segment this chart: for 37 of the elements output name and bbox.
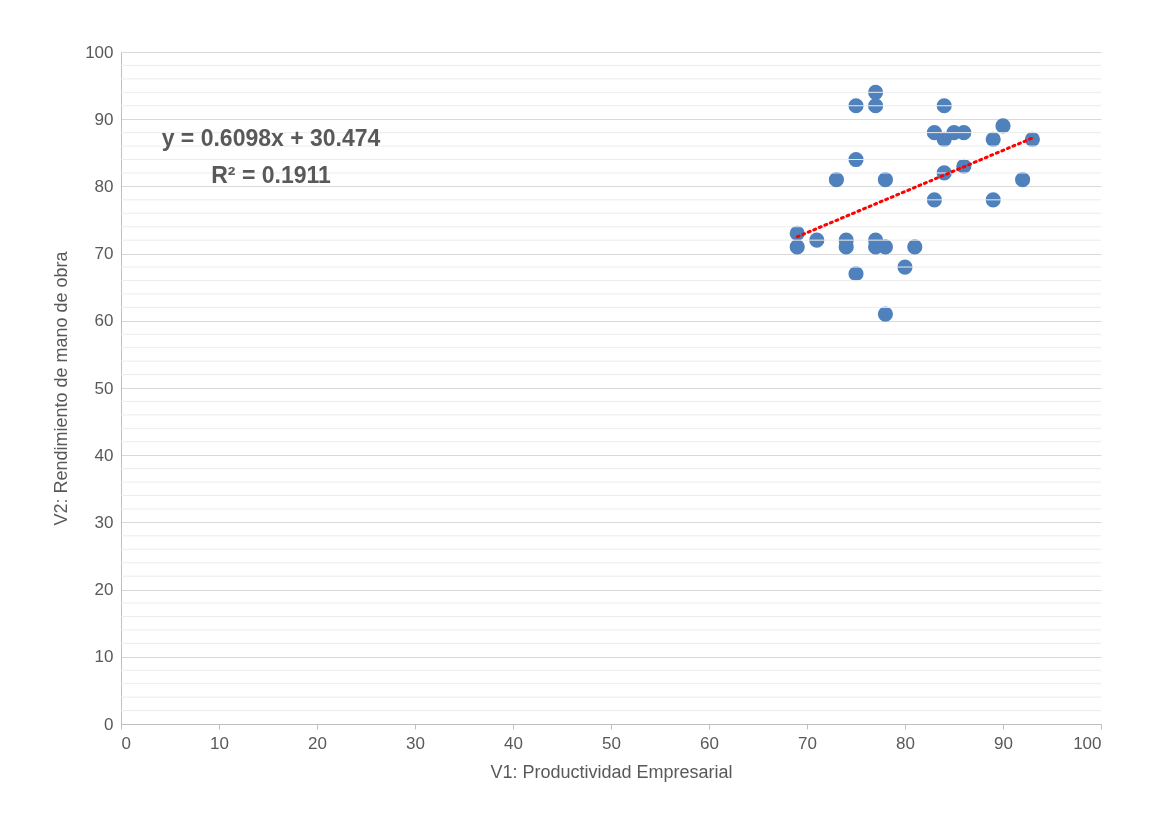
y-tick-label: 40 — [94, 445, 114, 465]
x-tick-label: 60 — [700, 733, 719, 753]
y-tick-label: 50 — [94, 378, 114, 398]
y-tick-label: 80 — [94, 176, 114, 196]
y-tick-label: 100 — [85, 42, 114, 62]
x-tick-label: 70 — [798, 733, 817, 753]
point — [985, 192, 1001, 208]
x-tick-label: 10 — [210, 733, 229, 753]
x-tick-label: 100 — [1073, 733, 1102, 753]
y-tick-label: 0 — [104, 714, 114, 734]
point — [789, 239, 805, 255]
x-axis-title: V1: Productividad Empresarial — [490, 761, 733, 782]
annotation: y = 0.6098x + 30.474 — [161, 125, 381, 151]
point — [907, 239, 923, 255]
y-tick-label: 10 — [94, 647, 114, 667]
y-tick-label: 90 — [94, 109, 114, 129]
x-tick-label: 20 — [308, 733, 327, 753]
y-axis-title: V2: Rendimiento de mano de obra — [51, 250, 72, 526]
y-tick-label: 30 — [94, 512, 114, 532]
point — [828, 172, 844, 188]
x-tick-label: 50 — [602, 733, 621, 753]
point — [877, 306, 893, 322]
y-tick-label: 60 — [94, 311, 114, 331]
annotation: R² = 0.1911 — [211, 162, 331, 188]
point — [926, 192, 942, 208]
point — [995, 118, 1011, 134]
x-tick-label: 0 — [121, 733, 131, 753]
point — [1015, 172, 1031, 188]
y-tick-label: 70 — [94, 244, 114, 264]
x-tick-label: 40 — [504, 733, 523, 753]
x-tick-label: 90 — [994, 733, 1013, 753]
x-tick-label: 80 — [896, 733, 915, 753]
point — [877, 172, 893, 188]
point — [868, 98, 884, 114]
point — [936, 98, 952, 114]
y-tick-label: 20 — [94, 580, 114, 600]
x-tick-label: 30 — [406, 733, 425, 753]
